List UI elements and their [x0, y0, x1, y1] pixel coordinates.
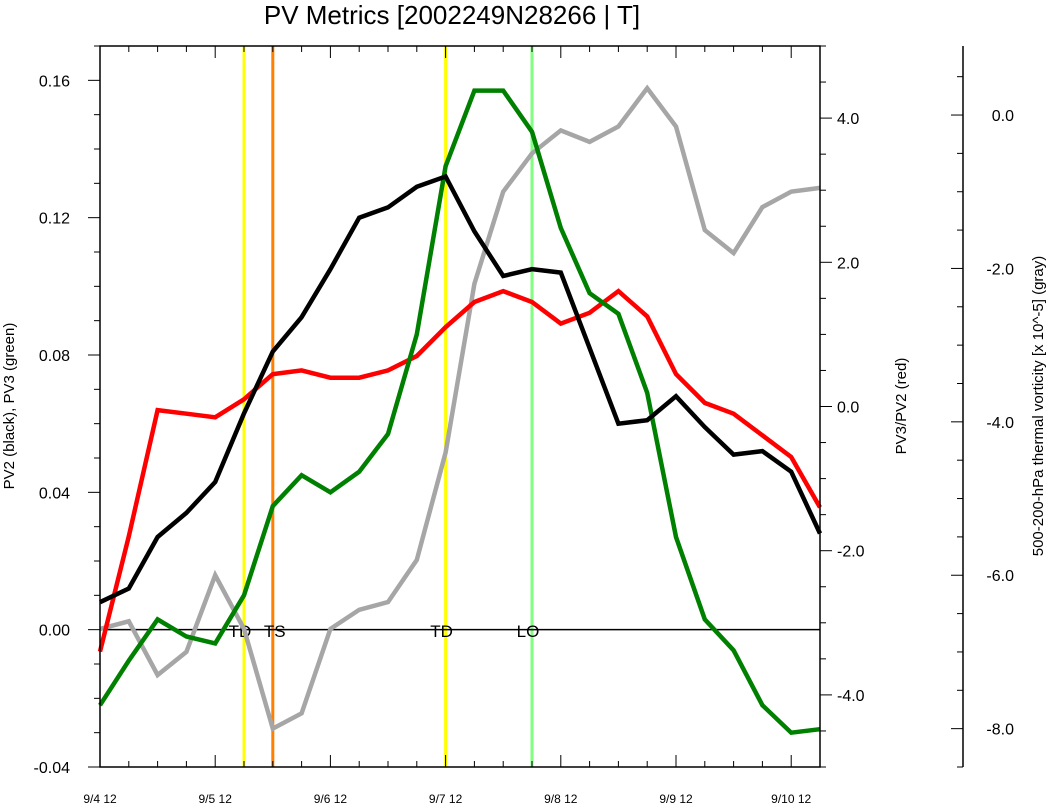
x-tick-label: 9/6 12 [314, 792, 348, 805]
series-line-pv3 [98, 88, 821, 736]
x-axis: 9/4 12 9/5 12 9/6 12 9/7 12 9/8 12 9/9 12 9/10… [83, 46, 821, 805]
storm-stage-markers: TD TS TD LO [229, 46, 540, 767]
series-line-500-200-hpa-thermal-vorticity [99, 84, 821, 732]
x-tick-label: 9/8 12 [544, 792, 578, 805]
left-y-tick-label: -0.04 [34, 760, 71, 777]
right-y-axis: -4.0 -2.0 0.0 2.0 4.0 [820, 45, 865, 768]
x-tick-label: 9/4 12 [83, 792, 117, 805]
x-tick-label: 9/10 12 [771, 792, 811, 805]
left-y-tick-label: 0.12 [39, 211, 70, 228]
x-tick-label: 9/9 12 [659, 792, 693, 805]
far-right-y-axis: -8.0 -6.0 -4.0 -2.0 0.0 [951, 46, 1014, 768]
data-series [97, 84, 823, 736]
series-line-pv2 [99, 173, 823, 605]
left-y-axis: -0.04 0.00 0.04 0.08 0.12 0.16 [34, 45, 100, 777]
far-right-y-tick-label: -6.0 [986, 568, 1014, 585]
series-line-pv3-pv2 [97, 288, 822, 653]
right-y-axis-label: PV3/PV2 (red) [893, 358, 910, 455]
left-y-axis-label: PV2 (black), PV3 (green) [1, 323, 18, 490]
far-right-y-tick-label: -2.0 [986, 261, 1014, 278]
far-right-y-tick-label: 0.0 [992, 108, 1014, 125]
stage-marker-label: LO [517, 622, 540, 641]
left-y-tick-label: 0.16 [39, 73, 70, 90]
stage-marker-label: TS [264, 622, 286, 641]
left-y-tick-label: 0.00 [39, 623, 70, 640]
far-right-y-tick-label: -4.0 [986, 415, 1014, 432]
x-tick-label: 9/7 12 [429, 792, 463, 805]
left-y-tick-label: 0.04 [39, 485, 70, 502]
chart-title: PV Metrics [2002249N28266 | T] [264, 0, 640, 30]
right-y-tick-label: -2.0 [837, 544, 865, 561]
right-y-tick-label: 0.0 [837, 400, 859, 417]
stage-marker-label: TD [430, 622, 453, 641]
right-y-tick-label: -4.0 [837, 688, 865, 705]
right-y-tick-label: 4.0 [837, 111, 859, 128]
far-right-y-tick-label: -8.0 [986, 722, 1014, 739]
right-y-tick-label: 2.0 [837, 255, 859, 272]
left-y-tick-label: 0.08 [39, 348, 70, 365]
x-tick-label: 9/5 12 [199, 792, 233, 805]
far-right-y-axis-label: 500-200-hPa thermal vorticity [x 10^-5] … [1030, 256, 1047, 557]
